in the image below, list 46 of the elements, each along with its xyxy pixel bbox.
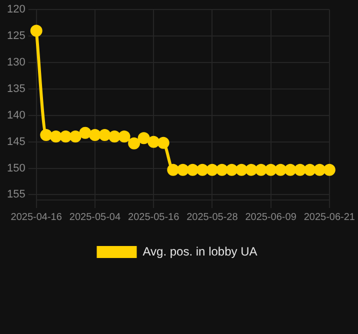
point: [167, 164, 180, 176]
x-tick-label: 2025-04-16: [10, 212, 62, 223]
y-tick-label: 130: [6, 56, 26, 69]
point: [30, 24, 42, 37]
point: [284, 164, 296, 176]
x-tick-label: 2025-06-21: [304, 212, 356, 223]
x-tick-label: 2025-05-28: [186, 212, 238, 223]
y-tick-label: 120: [6, 4, 26, 16]
y-tick-label: 145: [6, 136, 26, 148]
point: [40, 128, 52, 141]
x-tick-label: 2025-05-04: [69, 212, 121, 223]
point: [314, 164, 326, 176]
point: [79, 126, 92, 139]
point: [196, 164, 208, 176]
point: [118, 130, 130, 143]
point: [186, 164, 199, 176]
x-tick-label: 2025-05-16: [128, 212, 180, 223]
point: [148, 136, 160, 148]
legend-label: Avg. pos. in lobby UA: [142, 244, 258, 258]
point: [60, 130, 72, 143]
x-tick-label: 2025-06-09: [245, 212, 297, 223]
point: [206, 164, 218, 176]
point: [176, 164, 189, 176]
y-tick-label: 140: [6, 109, 26, 122]
y-tick-label: 125: [6, 30, 26, 42]
point: [294, 164, 306, 176]
point: [88, 128, 101, 141]
point: [50, 130, 62, 143]
point: [226, 164, 238, 176]
point: [264, 164, 277, 176]
point: [138, 132, 150, 144]
point: [245, 164, 258, 176]
point: [98, 128, 111, 141]
point: [323, 164, 336, 176]
point: [128, 137, 140, 150]
y-tick-label: 135: [6, 82, 26, 95]
point: [157, 136, 170, 149]
point: [274, 164, 287, 176]
point: [304, 164, 316, 176]
y-tick-label: 150: [6, 162, 26, 174]
point: [69, 130, 82, 143]
point: [216, 164, 228, 176]
point: [255, 164, 268, 176]
point: [236, 164, 248, 176]
point: [108, 130, 121, 143]
y-tick-label: 155: [6, 188, 26, 201]
